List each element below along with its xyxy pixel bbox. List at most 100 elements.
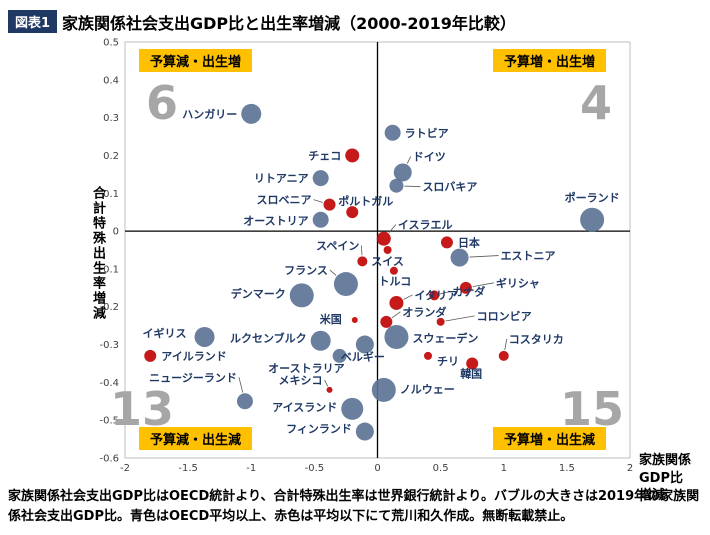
y-tick-label: -0.5 xyxy=(99,416,119,427)
country-label: スペイン xyxy=(316,239,359,252)
y-tick-label: 0.5 xyxy=(103,38,119,49)
x-axis-title: 家族関係 GDP比 増減 xyxy=(639,452,691,505)
country-label: オーストラリア xyxy=(268,362,344,375)
label-leader-line xyxy=(440,290,451,295)
country-bubble xyxy=(436,317,445,326)
country-bubble xyxy=(351,316,358,323)
x-axis-title-line: 増減 xyxy=(639,488,666,504)
country-label: スロベニア xyxy=(257,194,312,207)
page-title: 家族関係社会支出GDP比と出生率増減（2000-2019年比較） xyxy=(62,14,516,33)
x-axis-title-line: GDP比 xyxy=(639,470,683,486)
x-tick-label: -1 xyxy=(246,463,256,474)
country-bubble xyxy=(389,266,398,275)
quadrant-label-top-right: 予算増・出生増 xyxy=(493,49,607,72)
label-leader-line xyxy=(388,224,397,233)
y-tick-label: -0.2 xyxy=(99,302,119,313)
country-label: ベルギー xyxy=(341,350,385,364)
label-leader-line xyxy=(360,245,363,256)
label-leader-line xyxy=(404,185,421,188)
country-label: ポーランド xyxy=(565,191,620,205)
country-label: コロンビア xyxy=(477,309,532,323)
y-tick-label: -0.4 xyxy=(99,378,119,389)
country-bubble xyxy=(241,103,262,124)
quadrant-label-bottom-left: 予算減・出生減 xyxy=(139,427,253,450)
country-label: ポルトガル xyxy=(338,194,393,208)
x-tick-label: 1 xyxy=(501,463,507,474)
country-label: ノルウェー xyxy=(400,383,455,396)
country-bubble xyxy=(355,335,374,354)
y-tick-label: -0.3 xyxy=(99,340,119,351)
country-bubble xyxy=(144,349,157,362)
country-label: オーストリア xyxy=(243,215,308,228)
country-bubble xyxy=(450,248,469,267)
country-bubble xyxy=(194,326,215,347)
country-label: チェコ xyxy=(308,149,341,162)
country-label: フランス xyxy=(284,264,328,277)
country-label: イタリア xyxy=(414,289,458,302)
label-leader-line xyxy=(324,379,329,387)
country-bubble xyxy=(384,124,401,141)
country-bubble xyxy=(383,246,392,254)
country-label: イギリス xyxy=(143,326,187,340)
country-label: イスラエル xyxy=(398,219,453,232)
country-label: 米国 xyxy=(319,312,342,326)
country-label: ギリシャ xyxy=(496,276,540,290)
country-bubble xyxy=(323,198,336,211)
country-bubble xyxy=(326,386,333,393)
y-tick-label: 0.4 xyxy=(103,75,119,86)
country-bubble xyxy=(393,163,412,182)
country-bubble xyxy=(459,281,472,294)
quadrant-count-bottom-right: 15 xyxy=(560,382,625,436)
country-bubble xyxy=(236,393,253,410)
label-leader-line xyxy=(469,255,499,258)
country-bubble xyxy=(389,295,404,310)
label-leader-line xyxy=(504,338,508,351)
label-leader-line xyxy=(313,199,323,203)
country-label: ルクセンブルク xyxy=(230,331,307,345)
label-leader-line xyxy=(238,377,244,393)
country-bubble xyxy=(380,315,393,328)
label-leader-line xyxy=(329,269,337,276)
y-tick-label: 0.3 xyxy=(103,113,119,124)
country-bubble xyxy=(580,207,605,232)
x-tick-label: -2 xyxy=(120,463,130,474)
label-leader-line xyxy=(406,156,412,164)
x-tick-label: -0.5 xyxy=(305,463,325,474)
country-bubble xyxy=(424,351,432,360)
scatter-chart: 0.5 0.4 0.3 0.2 0.1 0 -0.1 -0.2 -0.3 -0.4 -0.5 -0.6… xyxy=(99,38,633,475)
country-label: スイス xyxy=(371,255,404,268)
country-label: トルコ xyxy=(379,275,412,288)
country-label: スロバキア xyxy=(422,181,477,194)
country-label: ハンガリー xyxy=(182,107,237,121)
country-bubble xyxy=(289,283,314,308)
label-leader-line xyxy=(391,311,401,319)
x-tick-label: -1.5 xyxy=(178,463,198,474)
country-bubble xyxy=(333,272,358,297)
y-tick-label: 0.2 xyxy=(103,151,119,162)
x-tick-label: 1.5 xyxy=(559,463,575,474)
country-bubble xyxy=(429,290,440,301)
country-bubble xyxy=(384,324,409,349)
country-bubble xyxy=(310,330,331,351)
figure-number-badge: 図表1 xyxy=(8,10,58,33)
quadrant-count-bottom-left: 13 xyxy=(110,382,175,436)
x-tick-label: 0.5 xyxy=(433,463,449,474)
country-label: エストニア xyxy=(501,250,556,263)
label-leader-line xyxy=(472,282,494,287)
country-bubble xyxy=(440,236,453,249)
country-label: チリ xyxy=(437,355,459,368)
country-bubble xyxy=(346,206,359,219)
country-label: コスタリカ xyxy=(509,333,564,346)
country-label: デンマーク xyxy=(231,286,286,300)
y-tick-label: 0 xyxy=(113,227,119,238)
country-label: メキシコ xyxy=(279,374,323,387)
y-tick-label: -0.1 xyxy=(99,264,119,275)
x-axis-title-line: 家族関係 xyxy=(639,453,692,468)
country-bubble xyxy=(371,377,396,402)
country-label: ニュージーランド xyxy=(149,371,237,384)
country-label: アイスランド xyxy=(272,401,337,414)
source-note: 家族関係社会支出GDP比はOECD統計より、合計特殊出生率は世界銀行統計より。バ… xyxy=(8,489,700,525)
country-label: スウェーデン xyxy=(412,331,478,345)
country-bubble xyxy=(466,357,479,370)
